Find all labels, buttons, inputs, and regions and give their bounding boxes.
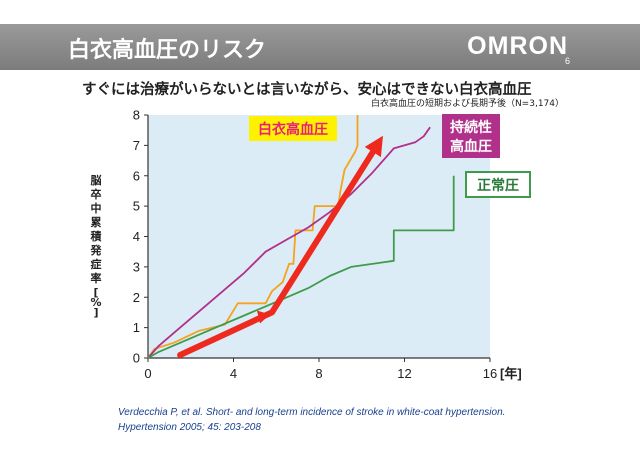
x-tick-label: 16 [483,366,497,381]
series-label-text: 白衣高血圧 [258,121,328,138]
x-tick-label: 8 [315,366,322,381]
y-axis-label-char: ] [93,306,98,319]
trend-arrow-head [256,310,270,324]
y-tick-label: 3 [133,259,140,274]
x-tick-label: 4 [230,366,237,381]
y-axis-label-char: 累 [91,216,102,229]
y-axis-label-char: 中 [91,201,102,215]
series-label-box [249,116,337,141]
series-label-text: 持続性 [450,119,492,136]
series-label: 正常圧 [465,171,531,198]
series-line [147,115,359,359]
y-tick-label: 0 [133,351,140,366]
series-label-box [465,171,531,198]
y-tick-label: 4 [133,229,140,244]
y-axis-label-char: 発 [90,243,103,257]
citation-line-2: Hypertension 2005; 45: 203-208 [118,422,261,433]
page-number: 6 [564,56,570,66]
y-tick-label: 7 [133,138,140,153]
series-label-text: 正常圧 [477,177,519,194]
trend-arrow [177,135,383,358]
y-axis-label-char: 積 [90,229,103,243]
y-axis-label-char: 症 [91,257,102,271]
y-axis-label-char: % [90,296,101,309]
slide-title: 白衣高血圧のリスク [68,38,267,63]
y-axis-label-char: 脳 [91,174,102,187]
y-axis-label-char: 率 [91,271,102,285]
slide-subtitle: すぐには治療がいらないとは言いながら、安心はできない白衣高血圧 [82,82,532,98]
citation: Verdecchia P, et al. Short- and long-ter… [118,405,505,435]
series-label: 白衣高血圧 [249,116,337,141]
omron-logo: OMRON [467,32,568,60]
y-axis-label-char: 卒 [91,187,102,201]
x-tick-label: 0 [144,366,151,381]
series-line [147,126,431,359]
y-tick-label: 2 [133,290,140,305]
series-label-text: 高血圧 [450,138,492,155]
y-tick-label: 1 [133,320,140,335]
x-axis-label: [年] [500,366,522,381]
y-tick-label: 5 [133,199,140,214]
y-axis-label-char: [ [93,286,98,299]
series-line [147,175,455,359]
y-tick-label: 8 [133,108,140,123]
citation-line-1: Verdecchia P, et al. Short- and long-ter… [118,407,506,418]
series-label-box [442,114,500,158]
title-bar: 白衣高血圧のリスク OMRON 6 [0,24,640,70]
y-tick-label: 6 [133,168,140,183]
study-note: 白衣高血圧の短期および長期予後（N=3,174） [370,99,564,109]
x-tick-label: 12 [397,366,411,381]
